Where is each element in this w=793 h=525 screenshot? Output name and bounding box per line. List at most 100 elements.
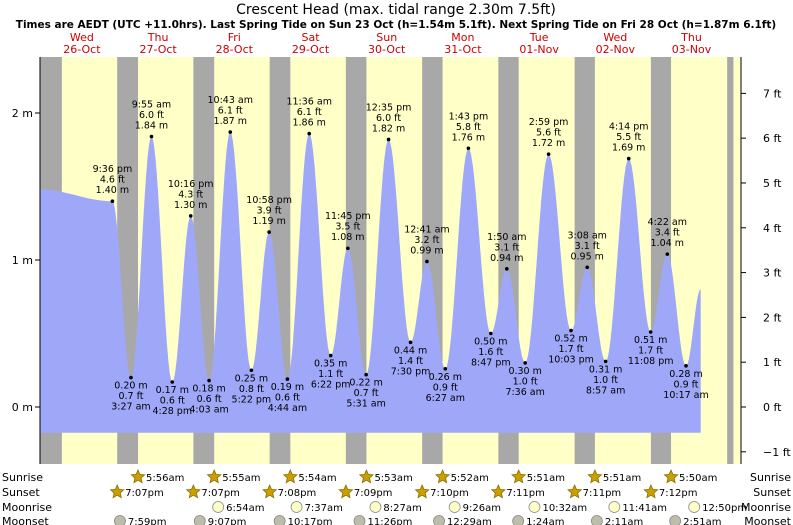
astro-time-label: 7:08pm xyxy=(278,488,317,499)
tide-meters-label: 0.51 m xyxy=(634,335,667,346)
tide-meters-label: 0.50 m xyxy=(474,337,507,348)
moon-icon xyxy=(433,515,445,525)
tide-time-label: 12:41 am xyxy=(404,224,449,235)
tide-time-label: 10:43 am xyxy=(208,95,253,106)
tide-meters-label: 0.99 m xyxy=(410,245,443,256)
sun-icon xyxy=(663,468,679,484)
astro-time-label: 5:51am xyxy=(603,473,641,484)
tide-feet-label: 1.0 ft xyxy=(513,376,538,387)
astro-time-label: 5:50am xyxy=(679,473,717,484)
day-name-label: Wed xyxy=(70,31,94,44)
high-tide-point xyxy=(585,265,589,270)
tide-feet-label: 5.5 ft xyxy=(616,132,641,143)
tide-time-label: 7:30 pm xyxy=(391,366,431,377)
day-name-label: Mon xyxy=(451,31,474,44)
tide-time-label: 8:47 pm xyxy=(471,358,511,369)
astro-time-label: 7:37am xyxy=(305,503,343,514)
day-date-label: 03-Nov xyxy=(672,43,712,56)
tide-feet-label: 1.1 ft xyxy=(318,369,343,380)
day-name-label: Sun xyxy=(376,31,397,44)
astro-time-label: 6:54am xyxy=(226,503,264,514)
sun-star-shape xyxy=(109,483,125,499)
tide-feet-label: 5.6 ft xyxy=(536,128,561,139)
tide-feet-label: 0.9 ft xyxy=(433,382,458,393)
astro-time-label: 8:27am xyxy=(383,503,421,514)
astro-time-label: 5:56am xyxy=(146,473,184,484)
right-tick-label: 1 ft xyxy=(763,356,782,369)
tide-time-label: 6:27 am xyxy=(426,393,465,404)
moon-icon xyxy=(590,515,603,525)
tide-feet-label: 0.8 ft xyxy=(239,384,264,395)
moon-icon xyxy=(512,515,525,525)
high-tide-point xyxy=(346,246,350,251)
day-date-label: 26-Oct xyxy=(63,43,101,56)
moon-icon xyxy=(669,515,682,525)
moon-icon xyxy=(353,515,366,525)
astro-time-label: 11:26pm xyxy=(368,517,413,525)
tide-meters-label: 1.87 m xyxy=(214,116,247,127)
moon-icon xyxy=(608,501,621,513)
right-tick-label: 3 ft xyxy=(763,267,782,280)
tide-feet-label: 4.6 ft xyxy=(100,175,125,186)
row-label-right: Moonset xyxy=(744,515,791,525)
tide-time-label: 11:36 am xyxy=(286,97,331,108)
sun-icon xyxy=(490,483,506,499)
low-tide-point xyxy=(569,328,573,333)
tide-time-label: 10:58 pm xyxy=(246,195,292,206)
sun-star-shape xyxy=(185,483,201,499)
tide-meters-label: 1.76 m xyxy=(452,132,485,143)
day-date-label: 31-Oct xyxy=(444,43,482,56)
day-name-label: Sat xyxy=(301,31,320,44)
astro-time-label: 10:17pm xyxy=(288,517,333,525)
tide-meters-label: 0.35 m xyxy=(314,359,347,370)
tide-time-label: 1:43 pm xyxy=(449,111,489,122)
row-label-left: Sunrise xyxy=(2,471,43,484)
tide-feet-label: 0.6 ft xyxy=(160,396,185,407)
low-tide-point xyxy=(408,340,413,345)
left-tick-label: 2 m xyxy=(12,107,33,120)
tide-meters-label: 0.22 m xyxy=(349,378,382,389)
astro-time-label: 5:51am xyxy=(527,473,565,484)
low-tide-point xyxy=(285,377,290,381)
axes: 0 m 1 m 2 m −1 ft 0 ft 1 ft 2 ft 3 ft 4 ft 5 ft 6 … xyxy=(12,57,791,464)
astro-time-label: 2:51am xyxy=(683,517,721,525)
tide-feet-label: 3.5 ft xyxy=(335,222,360,233)
tide-feet-label: 0.6 ft xyxy=(275,393,300,404)
sun-star-shape xyxy=(206,468,222,484)
astro-time-label: 7:11pm xyxy=(583,488,622,499)
tide-time-label: 3:08 am xyxy=(567,230,606,241)
day-name-label: Thu xyxy=(147,31,169,44)
sun-star-shape xyxy=(262,483,278,499)
right-tick-label: 7 ft xyxy=(763,87,782,100)
day-name-label: Thu xyxy=(680,31,702,44)
low-tide-point xyxy=(443,366,448,371)
tide-feet-label: 4.3 ft xyxy=(178,189,203,200)
tide-time-label: 1:50 am xyxy=(487,232,526,243)
tide-meters-label: 0.44 m xyxy=(394,345,427,356)
high-tide-point xyxy=(188,214,193,218)
high-tide-point xyxy=(626,156,631,161)
astro-time-label: 7:07pm xyxy=(201,488,240,499)
day-date-label: 02-Nov xyxy=(596,43,636,56)
tide-time-label: 2:59 pm xyxy=(529,117,569,128)
tide-time-label: 5:22 pm xyxy=(232,394,272,405)
tide-feet-label: 1.7 ft xyxy=(638,346,663,357)
tide-time-label: 10:03 pm xyxy=(548,355,594,366)
sun-icon xyxy=(185,483,201,499)
sun-icon xyxy=(282,468,298,484)
sun-star-shape xyxy=(434,468,451,484)
sun-icon xyxy=(587,468,603,484)
tide-feet-label: 3.9 ft xyxy=(257,206,282,217)
tide-feet-label: 1.6 ft xyxy=(478,347,503,358)
astro-time-label: 12:29am xyxy=(447,517,492,525)
chart-subtitle: Times are AEDT (UTC +11.0hrs). Last Spri… xyxy=(16,19,776,31)
tide-feet-label: 3.4 ft xyxy=(655,228,680,239)
tide-time-label: 5:31 am xyxy=(346,399,385,410)
day-date-label: 29-Oct xyxy=(292,43,330,56)
tide-meters-label: 0.30 m xyxy=(508,366,541,377)
low-tide-point xyxy=(684,364,688,368)
high-tide-point xyxy=(307,131,312,136)
astro-time-label: 2:11am xyxy=(605,517,643,525)
moon-icon xyxy=(193,515,206,525)
